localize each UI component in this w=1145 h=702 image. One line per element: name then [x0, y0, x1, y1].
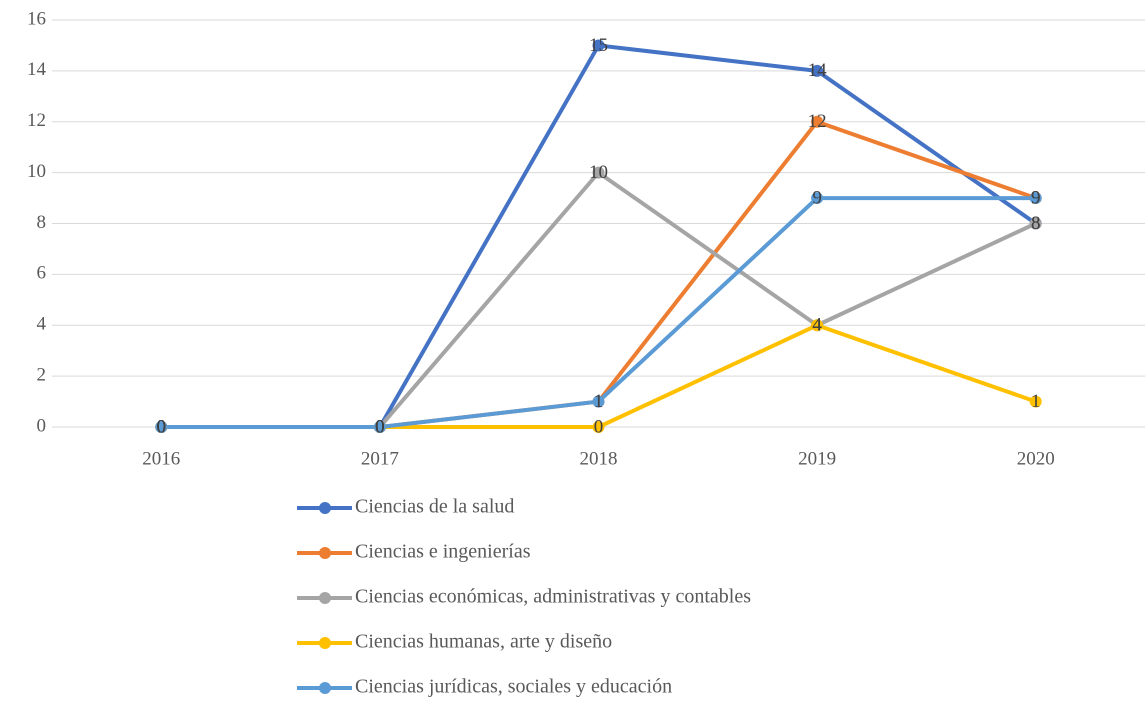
y-tick-label: 8	[37, 212, 47, 233]
y-tick-label: 4	[37, 314, 47, 335]
data-label: 0	[157, 416, 167, 437]
data-label: 0	[157, 416, 167, 437]
data-label: 0	[375, 416, 385, 437]
data-label: 15	[589, 35, 608, 56]
x-tick-label: 2019	[798, 448, 836, 469]
legend-entry: Ciencias de la salud	[297, 496, 514, 518]
legend-label: Ciencias e ingenierías	[355, 541, 531, 563]
legend-entry: Ciencias e ingenierías	[297, 541, 531, 563]
point-marker	[1029, 192, 1042, 205]
point-marker	[155, 421, 168, 433]
x-tick-label: 2017	[361, 448, 399, 469]
data-label: 0	[594, 416, 604, 437]
data-label: 1	[594, 391, 604, 412]
point-marker	[811, 115, 824, 128]
point-marker	[373, 421, 386, 433]
data-label: 12	[808, 111, 827, 132]
data-label: 0	[157, 416, 167, 437]
data-label: 0	[157, 416, 167, 437]
data-label: 0	[375, 416, 385, 437]
data-label: 0	[375, 416, 385, 437]
y-tick-label: 14	[27, 59, 47, 80]
legend-entry: Ciencias económicas, administrativas y c…	[297, 586, 751, 608]
data-label: 4	[812, 315, 822, 336]
y-tick-label: 16	[27, 8, 46, 29]
data-label: 9	[812, 187, 822, 208]
data-label: 8	[1031, 213, 1041, 234]
y-tick-label: 10	[27, 161, 46, 182]
data-label: 0	[375, 416, 385, 437]
y-tick-label: 6	[37, 263, 47, 284]
data-label: 0	[375, 416, 385, 437]
data-label: 8	[1031, 213, 1041, 234]
data-label: 4	[812, 315, 822, 336]
x-tick-label: 2018	[580, 448, 618, 469]
series-line	[161, 43, 1037, 429]
point-marker	[1029, 217, 1042, 230]
legend-marker	[319, 502, 331, 514]
legend-entry: Ciencias jurídicas, sociales y educación	[297, 676, 672, 698]
x-tick-label: 2016	[142, 448, 180, 469]
data-label: 1	[594, 391, 604, 412]
data-label: 0	[157, 416, 167, 437]
data-label: 1	[1031, 391, 1041, 412]
data-label: 10	[589, 162, 608, 183]
legend-marker	[319, 547, 331, 559]
x-tick-label: 2020	[1017, 448, 1055, 469]
point-marker	[811, 319, 824, 332]
y-tick-label: 12	[27, 110, 46, 131]
legend-label: Ciencias económicas, administrativas y c…	[355, 586, 751, 608]
point-marker	[592, 166, 605, 179]
legend-entry: Ciencias humanas, arte y diseño	[297, 631, 612, 653]
y-tick-label: 0	[37, 415, 47, 436]
point-marker	[811, 192, 824, 205]
point-marker	[811, 64, 824, 77]
data-label: 14	[808, 60, 828, 81]
legend-label: Ciencias jurídicas, sociales y educación	[355, 676, 672, 698]
y-tick-label: 2	[37, 364, 47, 385]
legend-marker	[319, 637, 331, 649]
markers	[155, 39, 1042, 433]
legend-marker	[319, 682, 331, 694]
data-label: 9	[1031, 187, 1041, 208]
legend-marker	[319, 592, 331, 604]
point-marker	[592, 421, 605, 433]
lines	[161, 43, 1037, 429]
point-marker	[1029, 395, 1042, 408]
point-marker	[592, 395, 605, 408]
point-marker	[592, 39, 605, 52]
legend-label: Ciencias humanas, arte y diseño	[355, 631, 612, 653]
data-label: 9	[1031, 187, 1041, 208]
series-line	[161, 170, 1037, 429]
legend-label: Ciencias de la salud	[355, 496, 514, 518]
